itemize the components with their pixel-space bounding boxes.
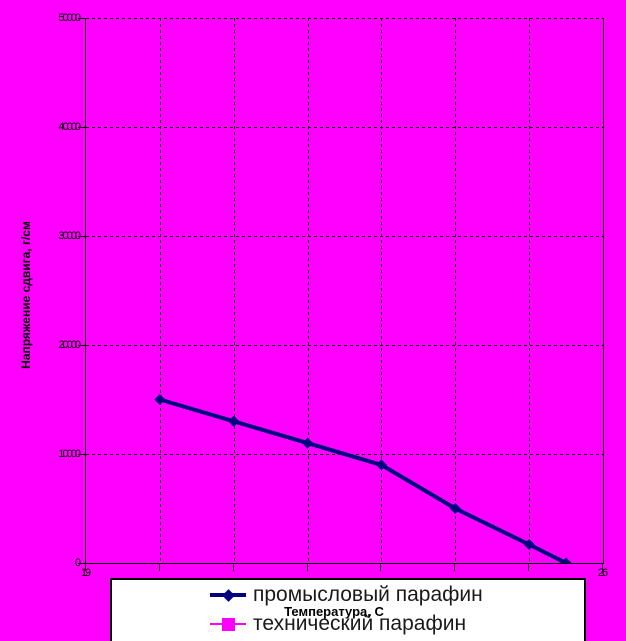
data-series-layer bbox=[154, 394, 572, 563]
square-marker-icon bbox=[221, 617, 235, 631]
diamond-marker-icon bbox=[449, 503, 461, 514]
vertical-gridline bbox=[529, 18, 531, 563]
x-axis-tick-label: 19 bbox=[80, 567, 91, 579]
diamond-marker-icon bbox=[560, 557, 572, 563]
legend-item-technical-paraffin: технический парафин bbox=[112, 611, 584, 637]
diamond-marker-icon bbox=[154, 394, 166, 405]
x-axis-tick bbox=[380, 564, 381, 571]
x-axis-tick bbox=[528, 564, 529, 571]
y-axis-tick bbox=[78, 236, 85, 237]
legend-label-technical-paraffin: технический парафин bbox=[253, 612, 467, 635]
legend-label-field-paraffin: промысловый парафин bbox=[253, 583, 483, 606]
diamond-marker-icon bbox=[228, 415, 240, 427]
vertical-gridline bbox=[307, 18, 309, 563]
y-axis-tick-label: 20000 bbox=[58, 339, 81, 351]
y-axis-tick bbox=[78, 127, 85, 128]
y-axis-tick bbox=[78, 454, 85, 455]
y-axis-tick-label: 10000 bbox=[58, 448, 81, 460]
vertical-gridline bbox=[381, 18, 383, 563]
y-axis-tick-label: 30000 bbox=[58, 230, 81, 242]
legend-marker-field-paraffin bbox=[210, 584, 246, 606]
x-axis-tick bbox=[602, 564, 603, 571]
y-axis-tick bbox=[78, 563, 85, 564]
x-axis-tick bbox=[85, 564, 86, 571]
x-axis-tick bbox=[307, 564, 308, 571]
horizontal-gridline bbox=[86, 236, 603, 237]
horizontal-gridline bbox=[86, 127, 603, 128]
x-axis-tick-label: 26 bbox=[597, 567, 608, 579]
diamond-marker-icon bbox=[302, 437, 314, 449]
diamond-marker-icon bbox=[523, 538, 535, 550]
y-axis-tick-label: 40000 bbox=[58, 121, 81, 133]
vertical-gridline bbox=[159, 18, 161, 563]
legend: промысловый парафин технический парафин bbox=[110, 578, 586, 641]
series-line bbox=[159, 397, 567, 563]
vertical-gridline bbox=[233, 18, 235, 563]
diamond-marker-icon bbox=[375, 459, 387, 471]
legend-marker-technical-paraffin bbox=[210, 613, 246, 635]
horizontal-gridline bbox=[86, 345, 603, 346]
horizontal-gridline bbox=[86, 18, 603, 19]
plot-area bbox=[85, 18, 604, 564]
x-axis-tick bbox=[159, 564, 160, 571]
x-axis-tick bbox=[454, 564, 455, 571]
x-axis-tick bbox=[233, 564, 234, 571]
x-axis-title: Температура, С bbox=[284, 604, 384, 619]
y-axis-tick-label: 50000 bbox=[58, 12, 81, 24]
y-axis-tick bbox=[78, 345, 85, 346]
vertical-gridline bbox=[455, 18, 457, 563]
legend-item-field-paraffin: промысловый парафин bbox=[112, 582, 584, 608]
diamond-marker-icon bbox=[221, 588, 235, 602]
y-axis-tick-label: 0 bbox=[74, 557, 81, 569]
y-axis-tick bbox=[78, 18, 85, 19]
